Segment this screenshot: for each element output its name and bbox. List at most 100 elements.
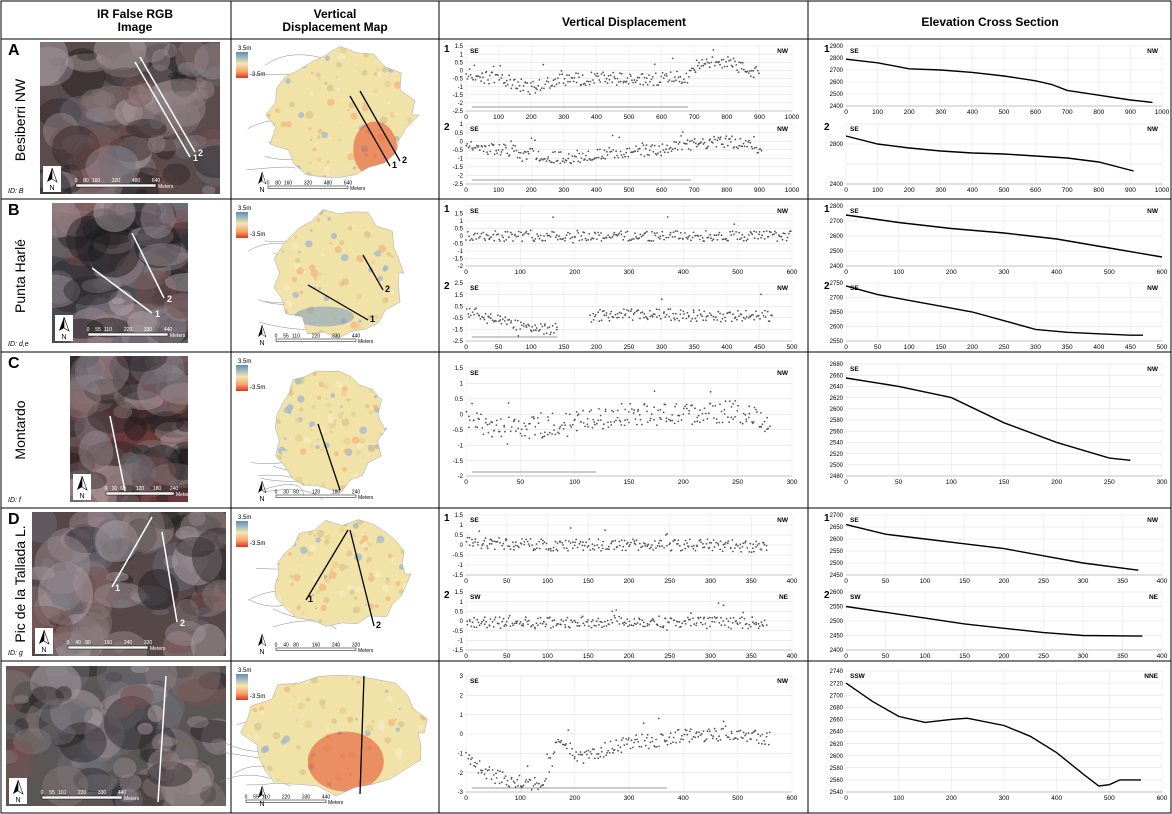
data-point bbox=[632, 238, 635, 240]
data-point bbox=[495, 777, 498, 779]
data-point bbox=[469, 239, 472, 242]
data-point bbox=[685, 72, 688, 75]
data-point bbox=[661, 230, 664, 233]
data-point bbox=[600, 232, 602, 234]
data-point bbox=[486, 322, 488, 325]
data-point bbox=[604, 157, 607, 160]
data-point bbox=[587, 80, 590, 83]
data-point bbox=[534, 139, 536, 142]
data-point bbox=[627, 82, 630, 85]
x-tick-label: 300 bbox=[935, 109, 946, 116]
data-point bbox=[600, 157, 603, 160]
data-point bbox=[531, 416, 533, 419]
data-point bbox=[738, 144, 740, 147]
data-point bbox=[528, 324, 530, 327]
map-line-label: 2 bbox=[385, 284, 390, 294]
data-point bbox=[726, 542, 729, 545]
data-point bbox=[528, 437, 531, 440]
data-point bbox=[615, 609, 618, 611]
data-point bbox=[472, 233, 475, 236]
data-point bbox=[467, 313, 470, 315]
data-point bbox=[680, 135, 682, 137]
y-tick-label: 1.5 bbox=[455, 366, 464, 372]
data-point bbox=[713, 318, 715, 321]
data-point bbox=[596, 72, 599, 75]
y-tick-label: -2 bbox=[458, 264, 464, 270]
data-point bbox=[498, 782, 501, 785]
data-point bbox=[641, 73, 644, 75]
data-point bbox=[537, 624, 539, 627]
data-point bbox=[658, 745, 660, 748]
data-point bbox=[719, 548, 722, 551]
y-tick-label: 2560 bbox=[830, 778, 844, 784]
data-point bbox=[735, 64, 738, 66]
direction-right: NE bbox=[779, 594, 789, 601]
data-point bbox=[470, 237, 473, 240]
data-point bbox=[493, 429, 496, 432]
y-tick-label: -1 bbox=[458, 443, 464, 449]
data-point bbox=[525, 231, 527, 234]
data-point bbox=[715, 61, 718, 63]
data-point bbox=[622, 238, 625, 241]
x-tick-label: 50 bbox=[882, 578, 890, 585]
data-point bbox=[739, 729, 742, 732]
data-point bbox=[704, 739, 707, 742]
x-tick-label: 50 bbox=[882, 653, 890, 660]
data-point bbox=[500, 781, 503, 784]
data-point bbox=[528, 619, 530, 622]
data-point bbox=[612, 316, 615, 319]
data-point bbox=[757, 314, 760, 317]
data-point bbox=[666, 629, 668, 631]
x-tick-label: 900 bbox=[1125, 187, 1136, 194]
data-point bbox=[709, 402, 712, 405]
data-point bbox=[680, 231, 682, 234]
data-point bbox=[686, 82, 689, 84]
data-point bbox=[539, 622, 542, 625]
data-point bbox=[740, 67, 743, 70]
legend-color-bar bbox=[236, 365, 248, 391]
data-point bbox=[741, 422, 744, 425]
data-point bbox=[658, 308, 661, 311]
data-point bbox=[580, 157, 583, 160]
data-point bbox=[672, 741, 674, 743]
data-point bbox=[545, 332, 548, 335]
sample-line bbox=[109, 415, 126, 492]
data-point bbox=[667, 80, 669, 83]
data-point bbox=[742, 542, 745, 545]
y-tick-label: 1 bbox=[460, 713, 464, 719]
y-tick-label: 2800 bbox=[830, 56, 844, 62]
data-point bbox=[507, 402, 510, 404]
data-point bbox=[727, 56, 729, 58]
y-tick-label: 2500 bbox=[830, 561, 844, 567]
data-point bbox=[593, 544, 596, 547]
data-point bbox=[750, 145, 753, 148]
data-point bbox=[747, 732, 750, 735]
y-tick-label: 2700 bbox=[830, 693, 844, 699]
data-point bbox=[686, 238, 689, 240]
data-point bbox=[530, 788, 533, 791]
data-point bbox=[626, 743, 628, 746]
data-point bbox=[658, 145, 660, 148]
data-point bbox=[469, 620, 471, 623]
panel-number: 2 bbox=[824, 590, 830, 601]
data-point bbox=[606, 548, 609, 550]
data-point bbox=[736, 623, 739, 626]
data-point bbox=[653, 313, 656, 316]
data-point bbox=[662, 234, 664, 237]
data-point bbox=[718, 231, 721, 234]
data-point bbox=[760, 236, 762, 239]
data-point bbox=[664, 403, 667, 406]
data-point bbox=[705, 58, 708, 61]
data-point bbox=[474, 79, 477, 81]
north-label: N bbox=[41, 647, 46, 654]
x-tick-label: 500 bbox=[999, 109, 1010, 116]
data-point bbox=[766, 310, 769, 313]
data-point bbox=[604, 410, 607, 413]
map-north-label: N bbox=[259, 801, 264, 808]
data-point bbox=[753, 135, 755, 138]
y-tick-label: -2.5 bbox=[453, 339, 464, 345]
data-point bbox=[743, 617, 746, 620]
data-point bbox=[484, 145, 487, 148]
data-point bbox=[739, 617, 741, 620]
